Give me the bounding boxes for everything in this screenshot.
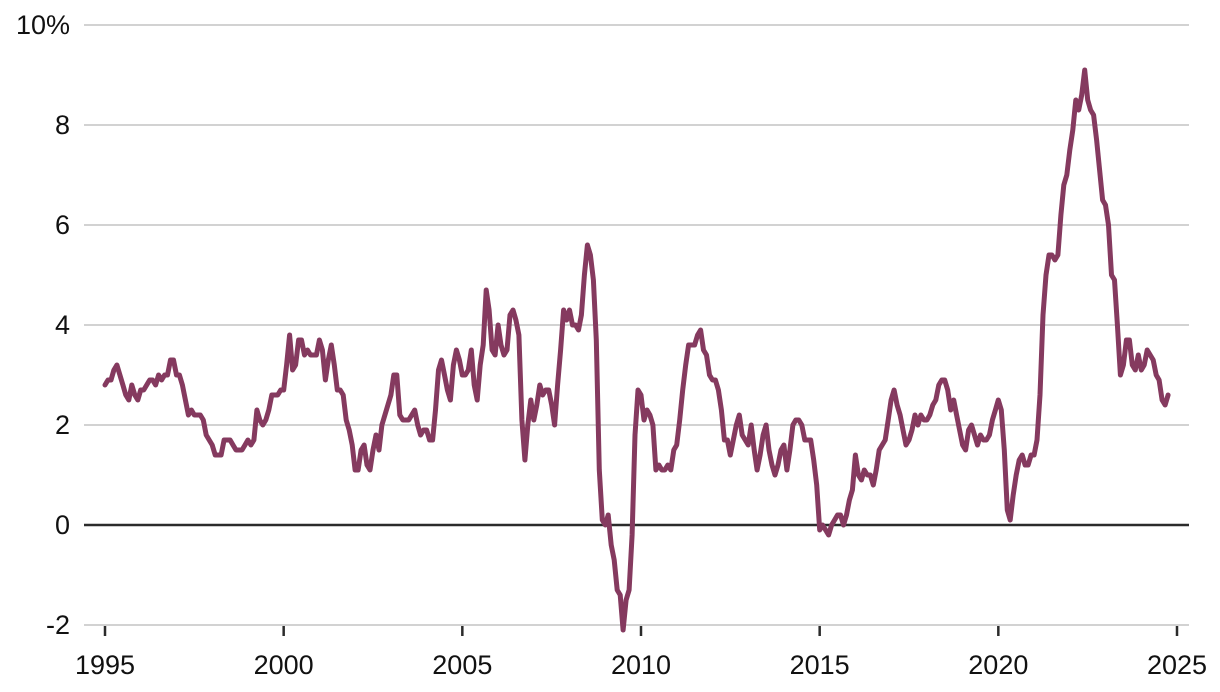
inflation-line-series xyxy=(102,67,1171,633)
y-tick-label: 0 xyxy=(55,510,70,540)
y-tick-label: 2 xyxy=(55,410,70,440)
x-axis-tick-marks xyxy=(103,626,1179,636)
y-tick-label: 8 xyxy=(55,110,70,140)
x-tick-label: 2010 xyxy=(611,650,671,680)
y-axis-labels: 10% 8 6 4 2 0 -2 xyxy=(16,10,70,640)
x-tick-label: 2005 xyxy=(432,650,492,680)
x-axis-labels: 1995 2000 2005 2010 2015 2020 2025 xyxy=(75,650,1207,680)
x-tick-label: 2020 xyxy=(968,650,1028,680)
y-tick-label: 10% xyxy=(16,10,70,40)
x-tick-label: 1995 xyxy=(75,650,135,680)
x-tick-label: 2025 xyxy=(1147,650,1207,680)
gridlines xyxy=(84,24,1189,626)
x-tick-label: 2000 xyxy=(254,650,314,680)
y-tick-label: 6 xyxy=(55,210,70,240)
y-tick-label: -2 xyxy=(46,610,70,640)
x-tick-label: 2015 xyxy=(790,650,850,680)
y-tick-label: 4 xyxy=(55,310,70,340)
